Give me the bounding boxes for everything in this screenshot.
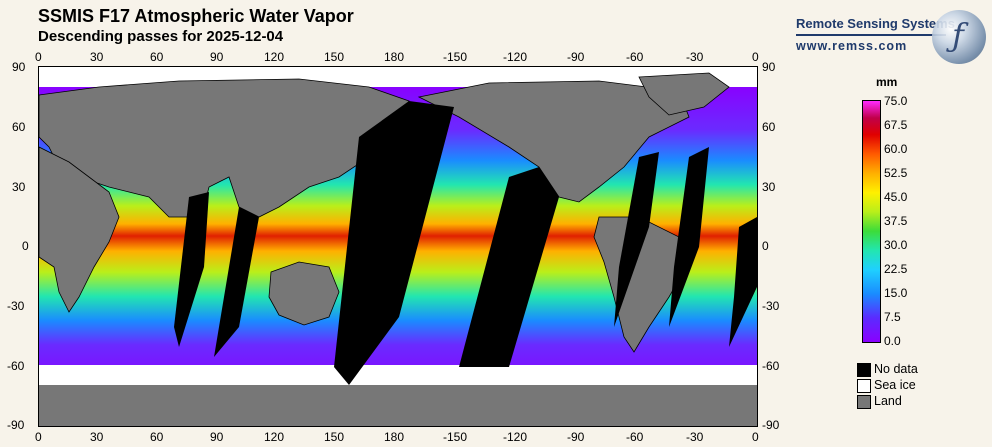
sea-ice-label: Sea ice [874, 378, 916, 392]
page-subtitle: Descending passes for 2025-12-04 [38, 28, 284, 45]
bottom-lon-tick: -150 [443, 430, 468, 444]
brand-divider [796, 34, 946, 36]
right-lat-tick: 60 [762, 120, 776, 134]
top-lon-tick: 60 [150, 50, 164, 64]
no-data-swath [729, 217, 757, 347]
top-lon-tick: 0 [35, 50, 42, 64]
logo-glyph: ƒ [952, 16, 964, 54]
right-lat-tick: 90 [762, 60, 776, 74]
colorbar-tick: 75.0 [884, 94, 908, 108]
right-lat-tick: -60 [762, 359, 780, 373]
left-lat-tick: 90 [12, 60, 26, 74]
colorbar [862, 100, 881, 343]
no-data-swath [459, 167, 559, 367]
bottom-lon-tick: 90 [210, 430, 224, 444]
top-lon-tick: 30 [90, 50, 104, 64]
no-data-label: No data [874, 362, 918, 376]
bottom-lon-tick: 0 [752, 430, 759, 444]
colorbar-tick: 7.5 [884, 310, 901, 324]
bottom-lon-tick: 150 [324, 430, 345, 444]
colorbar-tick: 45.0 [884, 190, 908, 204]
bottom-lon-tick: -30 [686, 430, 704, 444]
no-data-swath [334, 101, 454, 385]
colorbar-tick: 52.5 [884, 166, 908, 180]
bottom-lon-tick: 60 [150, 430, 164, 444]
colorbar-tick: 22.5 [884, 262, 908, 276]
land-label: Land [874, 394, 902, 408]
left-lat-tick: -90 [7, 418, 25, 432]
no-data-swath [174, 192, 209, 347]
top-lon-tick: -120 [503, 50, 528, 64]
left-lat-tick: -30 [7, 299, 25, 313]
top-lon-tick: -30 [686, 50, 704, 64]
colorbar-tick: 0.0 [884, 334, 901, 348]
colorbar-tick: 30.0 [884, 238, 908, 252]
sea-ice-swatch [857, 379, 871, 393]
no-data-swath [214, 207, 259, 357]
left-lat-tick: 0 [22, 239, 29, 253]
top-lon-tick: 150 [324, 50, 345, 64]
top-lon-tick: -60 [626, 50, 644, 64]
no-data-swatch [857, 363, 871, 377]
colorbar-tick: 67.5 [884, 118, 908, 132]
top-lon-tick: 90 [210, 50, 224, 64]
bottom-lon-tick: -60 [626, 430, 644, 444]
right-lat-tick: 0 [762, 239, 769, 253]
water-vapor-map [38, 66, 758, 427]
colorbar-tick: 60.0 [884, 142, 908, 156]
left-lat-tick: -60 [7, 359, 25, 373]
top-lon-tick: -150 [443, 50, 468, 64]
land-swatch [857, 395, 871, 409]
right-lat-tick: -90 [762, 418, 780, 432]
brand-name: Remote Sensing Systems [796, 16, 955, 31]
south-america-land [593, 216, 690, 353]
colorbar-tick: 37.5 [884, 214, 908, 228]
bottom-lon-tick: -90 [567, 430, 585, 444]
bottom-lon-tick: 120 [264, 430, 285, 444]
colorbar-tick: 15.0 [884, 286, 908, 300]
bottom-lon-tick: -120 [503, 430, 528, 444]
antarctica-land [39, 385, 757, 426]
right-lat-tick: -30 [762, 299, 780, 313]
left-lat-tick: 60 [12, 120, 26, 134]
no-data-swath [669, 147, 709, 327]
greenland-land [638, 72, 730, 116]
brand-url: www.remss.com [796, 39, 908, 53]
page-title: SSMIS F17 Atmospheric Water Vapor [38, 6, 354, 26]
colorbar-unit: mm [876, 75, 898, 89]
left-lat-tick: 30 [12, 180, 26, 194]
right-lat-tick: 30 [762, 180, 776, 194]
globe-logo: ƒ [932, 10, 986, 64]
bottom-lon-tick: 180 [384, 430, 405, 444]
bottom-lon-tick: 30 [90, 430, 104, 444]
bottom-lon-tick: 0 [35, 430, 42, 444]
australia-land [268, 261, 340, 326]
no-data-swath [614, 152, 659, 327]
top-lon-tick: 120 [264, 50, 285, 64]
africa-land [39, 146, 120, 313]
top-lon-tick: -90 [567, 50, 585, 64]
top-lon-tick: 180 [384, 50, 405, 64]
top-lon-tick: 0 [752, 50, 759, 64]
north-america-land [417, 80, 690, 203]
